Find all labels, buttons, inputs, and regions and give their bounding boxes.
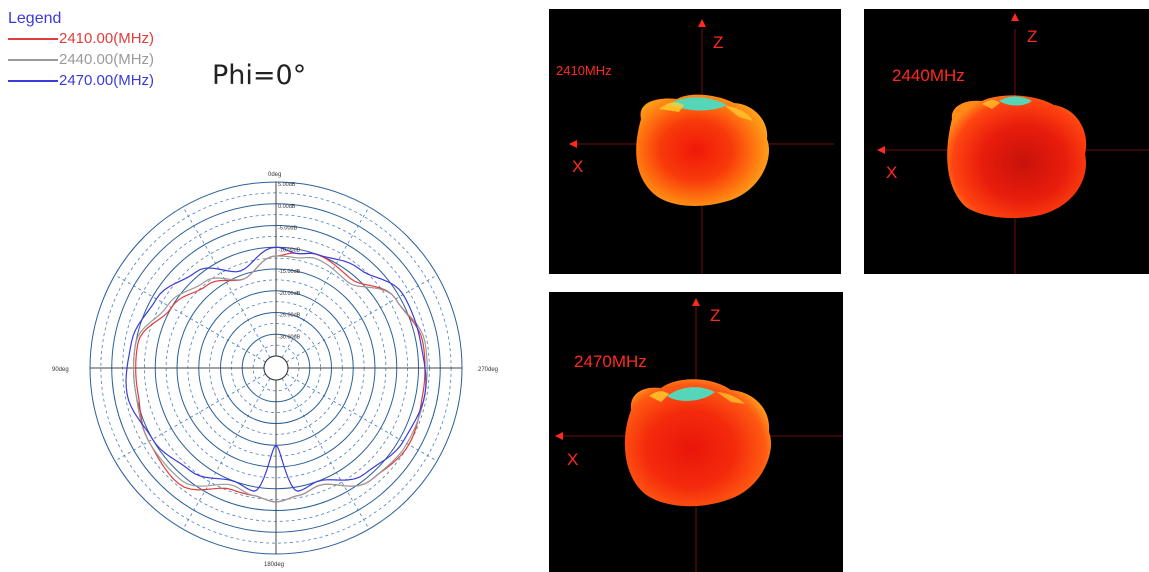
z-arrow-icon <box>698 19 706 27</box>
polar-radial-label: -5.00dB <box>278 226 298 232</box>
lobe-peak-highlight <box>667 387 715 401</box>
panel-frequency-label: 2410MHz <box>556 63 612 78</box>
x-arrow-icon <box>555 432 563 440</box>
panel-frequency-label: 2440MHz <box>892 66 965 85</box>
polar-angle-label: 0deg <box>268 172 281 178</box>
polar-radial-label: -15.00dB <box>278 269 301 275</box>
x-axis-label: X <box>567 450 579 469</box>
panel-frequency-label: 2470MHz <box>574 352 647 371</box>
polar-radial-label: 0.00dB <box>278 204 296 210</box>
polar-radial-label: -20.00dB <box>278 291 301 297</box>
polar-angle-label: 180deg <box>264 562 284 568</box>
lobe-peak-highlight <box>669 97 727 111</box>
radiation-lobe <box>636 94 770 206</box>
legend: Legend 2410.00(MHz) 2440.00(MHz) 2470.00… <box>8 10 183 91</box>
pattern-3d-plot <box>877 13 1149 274</box>
polar-angle-label: 270deg <box>478 367 498 373</box>
polar-series-line <box>125 246 427 492</box>
lobe-peak-highlight <box>999 96 1032 106</box>
legend-label: 2410.00(MHz) <box>59 30 155 47</box>
polar-radial-label: -25.00dB <box>278 313 301 319</box>
legend-label: 2470.00(MHz) <box>59 72 155 89</box>
pattern-3d-panel-2440: 2440MHz X Z <box>864 9 1149 274</box>
polar-radial-label: 5.00dB <box>278 182 296 188</box>
phi-label: Phi=0° <box>212 60 307 91</box>
pattern-3d-panel-2410: 2410MHz X Z <box>549 9 841 274</box>
x-axis-label: X <box>572 157 584 176</box>
polar-chart: 5.00dB 0.00dB -5.00dB -10.00dB -15.00dB -20.0… <box>52 172 498 568</box>
radiation-lobe <box>947 95 1087 219</box>
legend-title: Legend <box>8 10 62 27</box>
legend-item: 2410.00(MHz) <box>8 28 183 49</box>
x-axis-label: X <box>886 163 898 182</box>
legend-swatch <box>8 79 58 82</box>
x-arrow-icon <box>569 140 577 148</box>
z-axis-label: Z <box>1027 27 1038 46</box>
z-axis-label: Z <box>713 33 724 52</box>
x-arrow-icon <box>877 146 885 154</box>
legend-item: 2470.00(MHz) <box>8 70 183 91</box>
polar-series-line <box>132 255 428 503</box>
polar-radial-label: -30.00dB <box>278 334 301 340</box>
legend-label: 2440.00(MHz) <box>59 51 155 68</box>
z-arrow-icon <box>1011 13 1019 21</box>
z-axis-label: Z <box>710 306 721 325</box>
z-arrow-icon <box>692 298 700 306</box>
pattern-3d-panel-2470: 2470MHz X Z <box>549 292 843 572</box>
polar-radial-label: -10.00dB <box>278 247 301 253</box>
polar-center <box>263 355 289 381</box>
legend-swatch <box>8 37 58 40</box>
radiation-lobe <box>624 379 772 507</box>
pattern-3d-plot <box>569 19 834 274</box>
pattern-3d-plot <box>555 298 843 572</box>
legend-swatch <box>8 58 58 61</box>
polar-angle-label: 90deg <box>52 367 69 373</box>
legend-item: 2440.00(MHz) <box>8 49 183 70</box>
